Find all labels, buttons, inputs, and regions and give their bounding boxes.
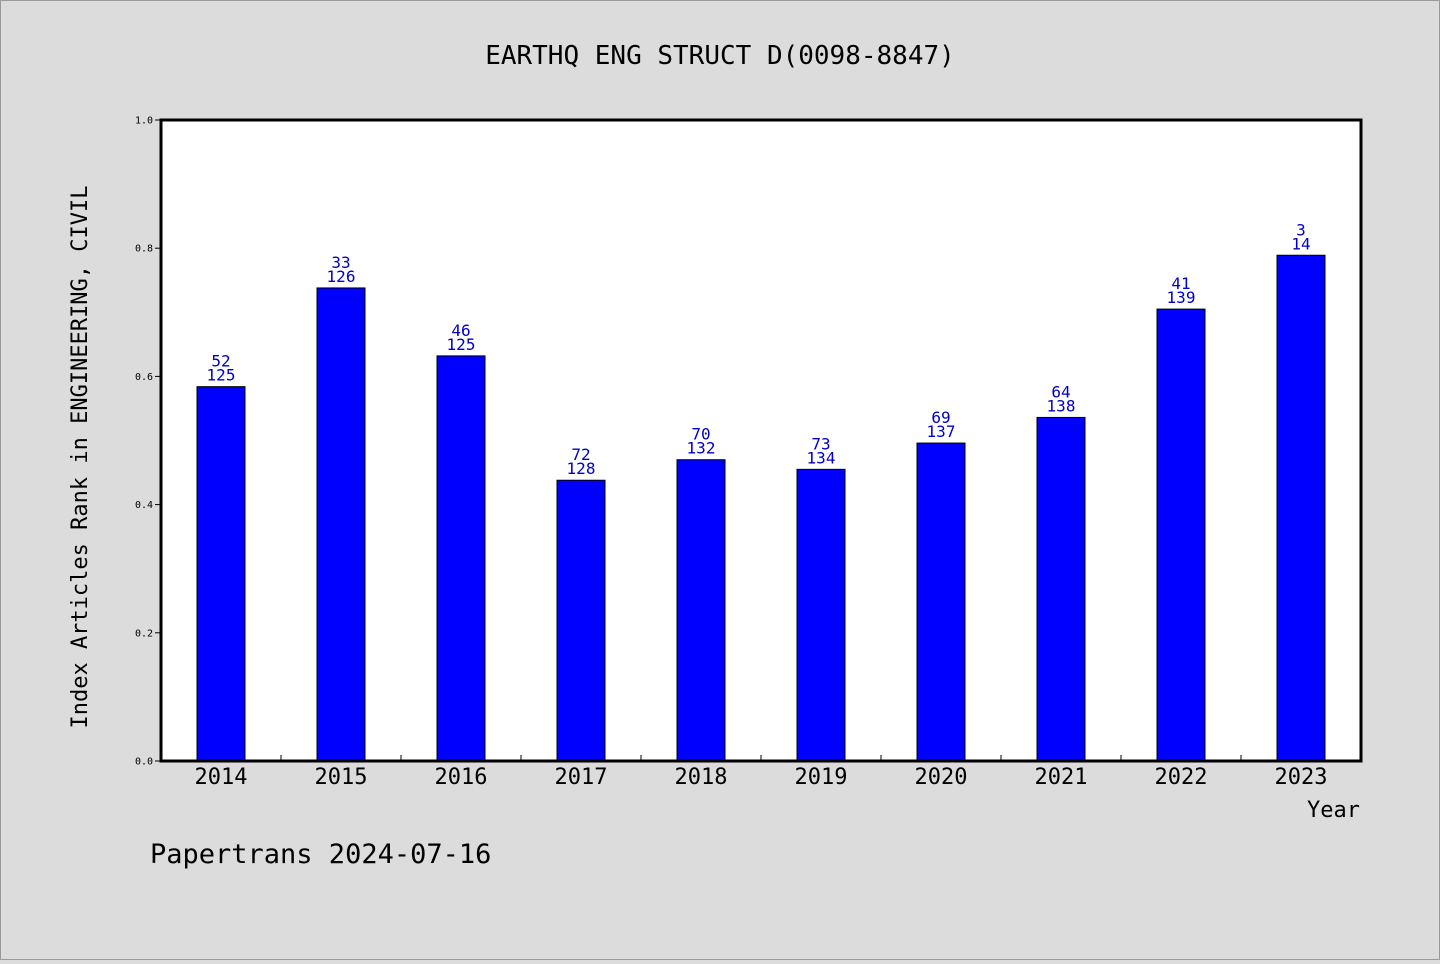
- bar-2015: [316, 287, 366, 762]
- bar-2017: [556, 479, 606, 762]
- data-label-total: 139: [1167, 288, 1196, 307]
- y-tick-label: 0.2: [135, 628, 153, 639]
- data-label-total: 134: [807, 448, 836, 467]
- data-label-rank: 70: [691, 425, 710, 444]
- bar-2019: [796, 468, 846, 762]
- data-label-total: 128: [567, 459, 596, 478]
- bar-2016: [436, 355, 486, 762]
- data-label-rank: 33: [331, 253, 350, 272]
- x-tick-label: 2017: [555, 765, 608, 790]
- chart-title: EARTHQ ENG STRUCT D(0098-8847): [485, 41, 955, 71]
- data-label-total: 126: [327, 267, 356, 286]
- plot-border: [159, 118, 1363, 763]
- data-label-total: 125: [447, 335, 476, 354]
- data-label-rank: 72: [571, 445, 590, 464]
- data-label-rank: 41: [1171, 274, 1190, 293]
- bar-2021: [1036, 416, 1086, 762]
- bar-2020: [916, 442, 966, 762]
- ticks-group: 0.0 0.2 0.4 0.6 0.8 1.0 2014 2015 2016 2017 2018 20…: [135, 116, 1328, 791]
- x-axis-label: Year: [1307, 798, 1360, 823]
- data-label-total: 138: [1047, 396, 1076, 415]
- footer-credit: Papertrans 2024-07-16: [150, 839, 491, 870]
- x-tick-label: 2020: [915, 765, 968, 790]
- data-label-rank: 3: [1296, 220, 1306, 239]
- x-tick-label: 2015: [315, 765, 368, 790]
- x-tick-label: 2022: [1155, 765, 1208, 790]
- y-tick-label: 0.6: [135, 372, 153, 383]
- x-tick-label: 2023: [1275, 765, 1328, 790]
- data-label-total: 125: [207, 366, 236, 385]
- y-axis-label: Index Articles Rank in ENGINEERING, CIVI…: [68, 185, 93, 728]
- data-label-rank: 73: [811, 434, 830, 453]
- y-tick-label: 1.0: [135, 116, 153, 127]
- data-label-total: 132: [687, 439, 716, 458]
- data-label-total: 14: [1291, 234, 1310, 253]
- x-tick-label: 2016: [435, 765, 488, 790]
- data-label-rank: 69: [931, 408, 950, 427]
- bar-2014: [196, 386, 246, 762]
- y-tick-label: 0.8: [135, 244, 153, 255]
- y-tick-label: 0.4: [135, 500, 153, 511]
- data-label-rank: 52: [211, 352, 230, 371]
- x-tick-label: 2014: [195, 765, 248, 790]
- bar-2023: [1276, 254, 1326, 762]
- bar-2022: [1156, 308, 1206, 762]
- x-tick-label: 2019: [795, 765, 848, 790]
- data-label-rank: 64: [1051, 382, 1070, 401]
- data-label-total: 137: [927, 422, 956, 441]
- y-tick-label: 0.0: [135, 757, 153, 768]
- data-label-rank: 46: [451, 321, 470, 340]
- bar-2018: [676, 459, 726, 762]
- x-tick-label: 2018: [675, 765, 728, 790]
- x-tick-label: 2021: [1035, 765, 1088, 790]
